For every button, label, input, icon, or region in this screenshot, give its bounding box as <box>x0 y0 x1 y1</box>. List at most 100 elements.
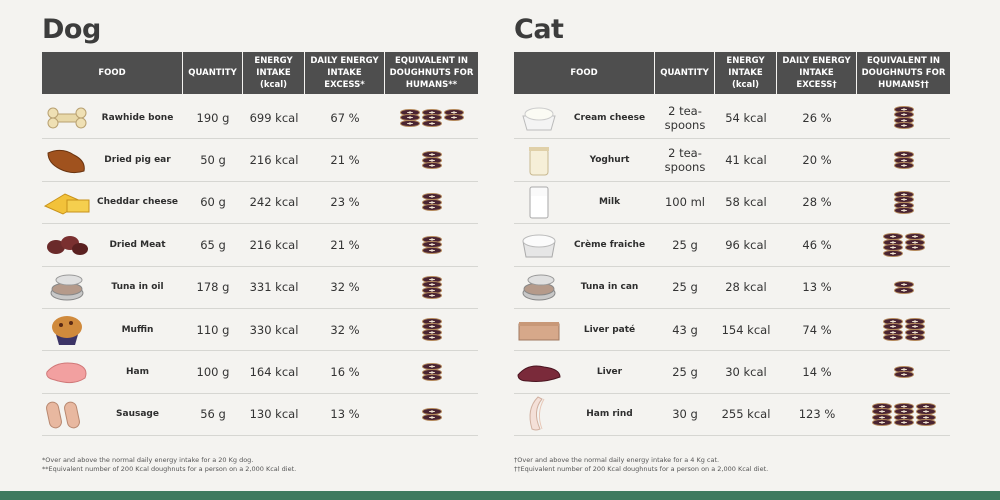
table-row: Ham rind 30 g 255 kcal 123 % <box>514 394 950 437</box>
food-name: Ham <box>126 367 149 378</box>
doughnut-icon <box>421 292 442 299</box>
energy-cell: 54 kcal <box>715 111 777 125</box>
energy-cell: 330 kcal <box>243 323 305 337</box>
doughnut-group <box>893 105 914 130</box>
doughnut-stack <box>421 408 442 421</box>
energy-cell: 216 kcal <box>243 153 305 167</box>
doughnut-icon <box>904 334 925 342</box>
doughnut-stack <box>893 190 914 215</box>
quantity-cell: 2 tea-spoons <box>655 146 715 174</box>
doughnut-icon <box>893 122 914 130</box>
doughnut-cell <box>857 151 950 170</box>
header-excess: DAILY ENERGY INTAKE EXCESS* <box>305 52 385 94</box>
dog-panel: Dog FOOD QUANTITY ENERGY INTAKE (kcal) D… <box>42 12 478 437</box>
excess-value: 26 % <box>802 110 832 125</box>
doughnut-icon <box>893 207 914 215</box>
excess-cell: 67 % <box>305 111 385 125</box>
doughnut-group <box>893 281 914 294</box>
cat-table-header: FOOD QUANTITY ENERGY INTAKE (kcal) DAILY… <box>514 52 950 94</box>
milk-icon <box>514 184 564 220</box>
doughnut-stack <box>893 402 914 427</box>
food-name: Liver paté <box>583 324 636 335</box>
food-name: Liver <box>596 367 623 378</box>
cat-footnotes: †Over and above the normal daily energy … <box>514 456 768 474</box>
doughnut-icon <box>443 114 464 122</box>
doughnut-group <box>882 233 925 257</box>
doughnut-cell <box>385 275 478 299</box>
energy-value: 255 kcal <box>721 407 771 422</box>
food-name: Crème fraiche <box>573 239 646 250</box>
dog-title: Dog <box>42 14 101 45</box>
food-cell: Muffin <box>42 312 183 348</box>
excess-value: 13 % <box>802 280 832 295</box>
excess-value: 21 % <box>330 237 360 252</box>
food-cell: Dried pig ear <box>42 142 183 178</box>
quantity-cell: 178 g <box>183 280 243 294</box>
header-energy: ENERGY INTAKE (kcal) <box>243 52 305 94</box>
energy-value: 330 kcal <box>249 322 299 337</box>
quantity-cell: 65 g <box>183 238 243 252</box>
energy-value: 216 kcal <box>249 153 299 168</box>
excess-cell: 14 % <box>777 365 857 379</box>
sausage-icon <box>42 396 92 432</box>
excess-value: 13 % <box>330 407 360 422</box>
energy-cell: 28 kcal <box>715 280 777 294</box>
table-row: Crème fraiche 25 g 96 kcal 46 % <box>514 224 950 267</box>
cat-table: FOOD QUANTITY ENERGY INTAKE (kcal) DAILY… <box>514 52 950 437</box>
food-cell: Yoghurt <box>514 142 655 178</box>
cream-cheese-icon <box>514 100 564 136</box>
doughnut-icon <box>871 419 892 427</box>
energy-value: 130 kcal <box>249 407 299 422</box>
doughnut-cell <box>385 235 478 254</box>
header-quantity: QUANTITY <box>655 52 715 94</box>
doughnut-group <box>421 408 442 421</box>
quantity-value: 2 tea-spoons <box>664 146 706 175</box>
dog-footnote-2: **Equivalent number of 200 Kcal doughnut… <box>42 465 297 473</box>
energy-value: 242 kcal <box>249 195 299 210</box>
doughnut-icon <box>893 162 914 170</box>
table-row: Dried Meat 65 g 216 kcal 21 % <box>42 224 478 267</box>
doughnut-icon <box>421 162 442 170</box>
doughnut-stack <box>421 363 442 382</box>
energy-cell: 216 kcal <box>243 238 305 252</box>
doughnut-stack <box>893 365 914 379</box>
doughnut-stack <box>421 193 442 212</box>
quantity-value: 25 g <box>672 237 698 252</box>
excess-cell: 46 % <box>777 238 857 252</box>
excess-cell: 32 % <box>305 323 385 337</box>
quantity-value: 30 g <box>672 407 698 422</box>
quantity-value: 43 g <box>672 322 698 337</box>
energy-cell: 154 kcal <box>715 323 777 337</box>
doughnut-cell <box>857 317 950 342</box>
quantity-value: 25 g <box>672 365 698 380</box>
cat-panel: Cat FOOD QUANTITY ENERGY INTAKE (kcal) D… <box>514 12 950 437</box>
cat-footnote-1: †Over and above the normal daily energy … <box>514 456 720 464</box>
quantity-cell: 30 g <box>655 407 715 421</box>
doughnut-stack <box>421 235 442 254</box>
quantity-value: 2 tea-spoons <box>664 103 706 132</box>
quantity-cell: 100 ml <box>655 195 715 209</box>
food-name: Muffin <box>121 324 154 335</box>
table-row: Liver paté 43 g 154 kcal 74 % <box>514 309 950 352</box>
doughnut-stack <box>904 317 925 342</box>
excess-cell: 26 % <box>777 111 857 125</box>
header-energy: ENERGY INTAKE (kcal) <box>715 52 777 94</box>
doughnut-stack <box>882 233 903 257</box>
doughnut-group <box>421 317 442 342</box>
doughnut-cell <box>857 233 950 257</box>
doughnut-stack <box>904 233 925 257</box>
excess-cell: 74 % <box>777 323 857 337</box>
quantity-cell: 60 g <box>183 195 243 209</box>
cat-footnote-2: ††Equivalent number of 200 Kcal doughnut… <box>514 465 769 473</box>
dog-rows: Rawhide bone 190 g 699 kcal 67 % Dried pig e… <box>42 97 478 437</box>
doughnut-group <box>421 363 442 382</box>
doughnut-stack <box>893 105 914 130</box>
doughnut-group <box>421 193 442 212</box>
doughnut-cell <box>385 317 478 342</box>
table-row: Rawhide bone 190 g 699 kcal 67 % <box>42 97 478 140</box>
doughnut-icon <box>421 119 442 127</box>
excess-value: 46 % <box>802 237 832 252</box>
energy-value: 699 kcal <box>249 110 299 125</box>
pig-ear-icon <box>42 142 92 178</box>
excess-cell: 16 % <box>305 365 385 379</box>
